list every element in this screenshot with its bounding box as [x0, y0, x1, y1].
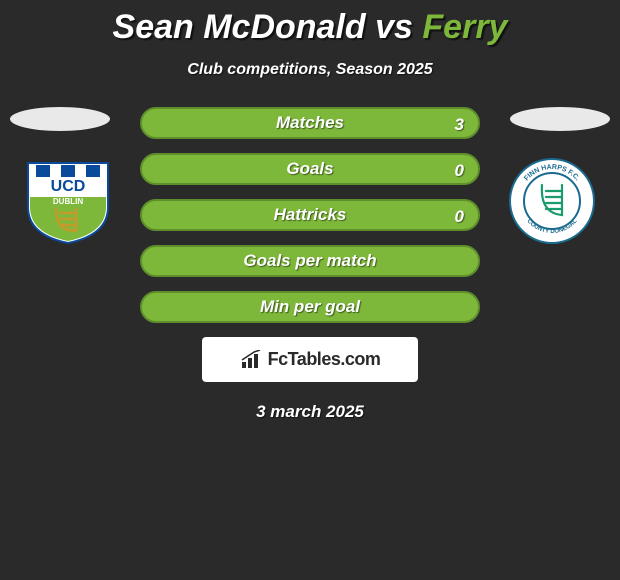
subtitle: Club competitions, Season 2025: [0, 61, 620, 79]
stat-label: Hattricks: [274, 205, 347, 225]
stats-container: Matches 3 Goals 0 Hattricks 0 Goals per match M…: [140, 107, 480, 323]
stat-right-value: 0: [455, 201, 464, 233]
stat-right-value: 3: [455, 109, 464, 141]
content-area: UCD DUBLIN FINN HARPS F.C. COUNTY DONEGA…: [0, 107, 620, 422]
stat-row: Matches 3: [140, 107, 480, 139]
stat-label: Matches: [276, 113, 344, 133]
stat-label: Goals: [286, 159, 333, 179]
logo-text: FcTables.com: [268, 349, 381, 370]
left-ellipse: [10, 107, 110, 131]
page-title: Sean McDonald vs Ferry: [0, 0, 620, 47]
title-player1: Sean McDonald: [113, 8, 366, 46]
title-vs: vs: [366, 8, 423, 46]
stat-row: Min per goal: [140, 291, 480, 323]
stat-label: Goals per match: [243, 251, 376, 271]
title-player2: Ferry: [422, 8, 507, 46]
stat-right-value: 0: [455, 155, 464, 187]
crest-left-ucd: UCD DUBLIN: [18, 157, 118, 245]
stat-row: Goals per match: [140, 245, 480, 277]
right-ellipse: [510, 107, 610, 131]
fctables-logo: FcTables.com: [202, 337, 418, 382]
chart-icon: [240, 350, 264, 370]
stat-row: Hattricks 0: [140, 199, 480, 231]
date-text: 3 march 2025: [0, 402, 620, 422]
crest-left-subtext: DUBLIN: [53, 197, 83, 206]
crest-left-text: UCD: [51, 178, 86, 195]
stat-label: Min per goal: [260, 297, 360, 317]
crest-right-finn-harps: FINN HARPS F.C. COUNTY DONEGAL: [502, 157, 602, 245]
stat-row: Goals 0: [140, 153, 480, 185]
